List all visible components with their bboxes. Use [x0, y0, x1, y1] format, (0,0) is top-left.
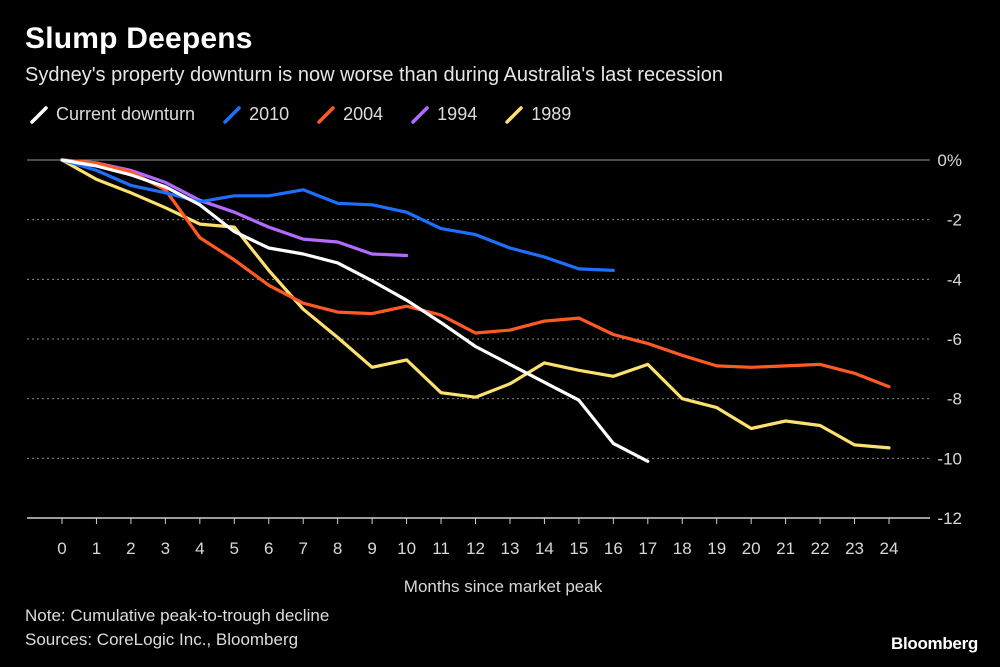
x-tick-label: 21	[776, 539, 795, 558]
x-tick-label: 4	[195, 539, 204, 558]
y-tick-label: -4	[947, 270, 962, 289]
legend-label: 2010	[249, 104, 290, 124]
series-line-current-downturn	[60, 158, 650, 463]
legend-swatch	[411, 105, 429, 124]
legend-label: 1994	[437, 104, 478, 124]
legend-item: 2010	[223, 104, 289, 125]
x-tick-label: 7	[298, 539, 307, 558]
x-tick-label: 17	[638, 539, 657, 558]
y-tick-label: -8	[947, 390, 962, 409]
x-tick-label: 22	[811, 539, 830, 558]
x-tick-label: 2	[126, 539, 135, 558]
x-tick-label: 13	[500, 539, 519, 558]
x-tick-label: 8	[333, 539, 342, 558]
x-tick-label: 16	[604, 539, 623, 558]
series-line-2004	[60, 158, 891, 389]
x-tick-label: 23	[845, 539, 864, 558]
x-tick-label: 6	[264, 539, 273, 558]
chart-title: Slump Deepens	[25, 22, 253, 55]
legend-label: 2004	[343, 104, 384, 124]
series-line-2010	[60, 158, 615, 272]
legend-item: Current downturn	[30, 104, 195, 125]
legend-swatch	[317, 105, 335, 124]
chart-subtitle: Sydney's property downturn is now worse …	[25, 64, 723, 86]
x-tick-label: 14	[535, 539, 554, 558]
bloomberg-logo: Bloomberg	[890, 634, 978, 653]
legend-swatch	[223, 105, 241, 124]
x-tick-label: 10	[397, 539, 416, 558]
chart-legend: Current downturn 2010 2004 1994 1989	[30, 104, 599, 125]
x-tick-label: 18	[673, 539, 692, 558]
x-tick-label: 3	[161, 539, 170, 558]
y-tick-label: -2	[947, 211, 962, 230]
x-tick-label: 5	[230, 539, 239, 558]
line-chart: 0%-2-4-6-8-10-120 1 2 3 4 5 6 7 8 9 10 11 12 13 14 15 16…	[27, 151, 962, 596]
legend-item: 2004	[317, 104, 383, 125]
y-tick-label: -6	[947, 330, 962, 349]
x-axis-title: Months since market peak	[404, 577, 603, 596]
series-line-1994	[60, 158, 409, 258]
legend-item: 1994	[411, 104, 477, 125]
x-tick-label: 15	[569, 539, 588, 558]
x-tick-label: 19	[707, 539, 726, 558]
y-tick-label: 0%	[937, 151, 962, 170]
y-tick-label: -12	[937, 509, 962, 528]
x-tick-label: 12	[466, 539, 485, 558]
legend-swatch	[505, 105, 523, 124]
x-tick-label: 24	[880, 539, 899, 558]
legend-swatch	[30, 105, 48, 124]
x-tick-label: 11	[432, 539, 450, 558]
legend-label: Current downturn	[56, 104, 196, 124]
legend-item: 1989	[505, 104, 571, 125]
series-line-1989	[60, 158, 891, 450]
chart-note: Note: Cumulative peak-to-trough decline	[25, 606, 330, 625]
chart-sources: Sources: CoreLogic Inc., Bloomberg	[25, 630, 299, 649]
x-tick-label: 1	[92, 539, 101, 558]
x-tick-label: 9	[367, 539, 376, 558]
legend-label: 1989	[531, 104, 572, 124]
y-tick-label: -10	[937, 449, 962, 468]
x-tick-label: 0	[57, 539, 66, 558]
x-tick-label: 20	[742, 539, 761, 558]
